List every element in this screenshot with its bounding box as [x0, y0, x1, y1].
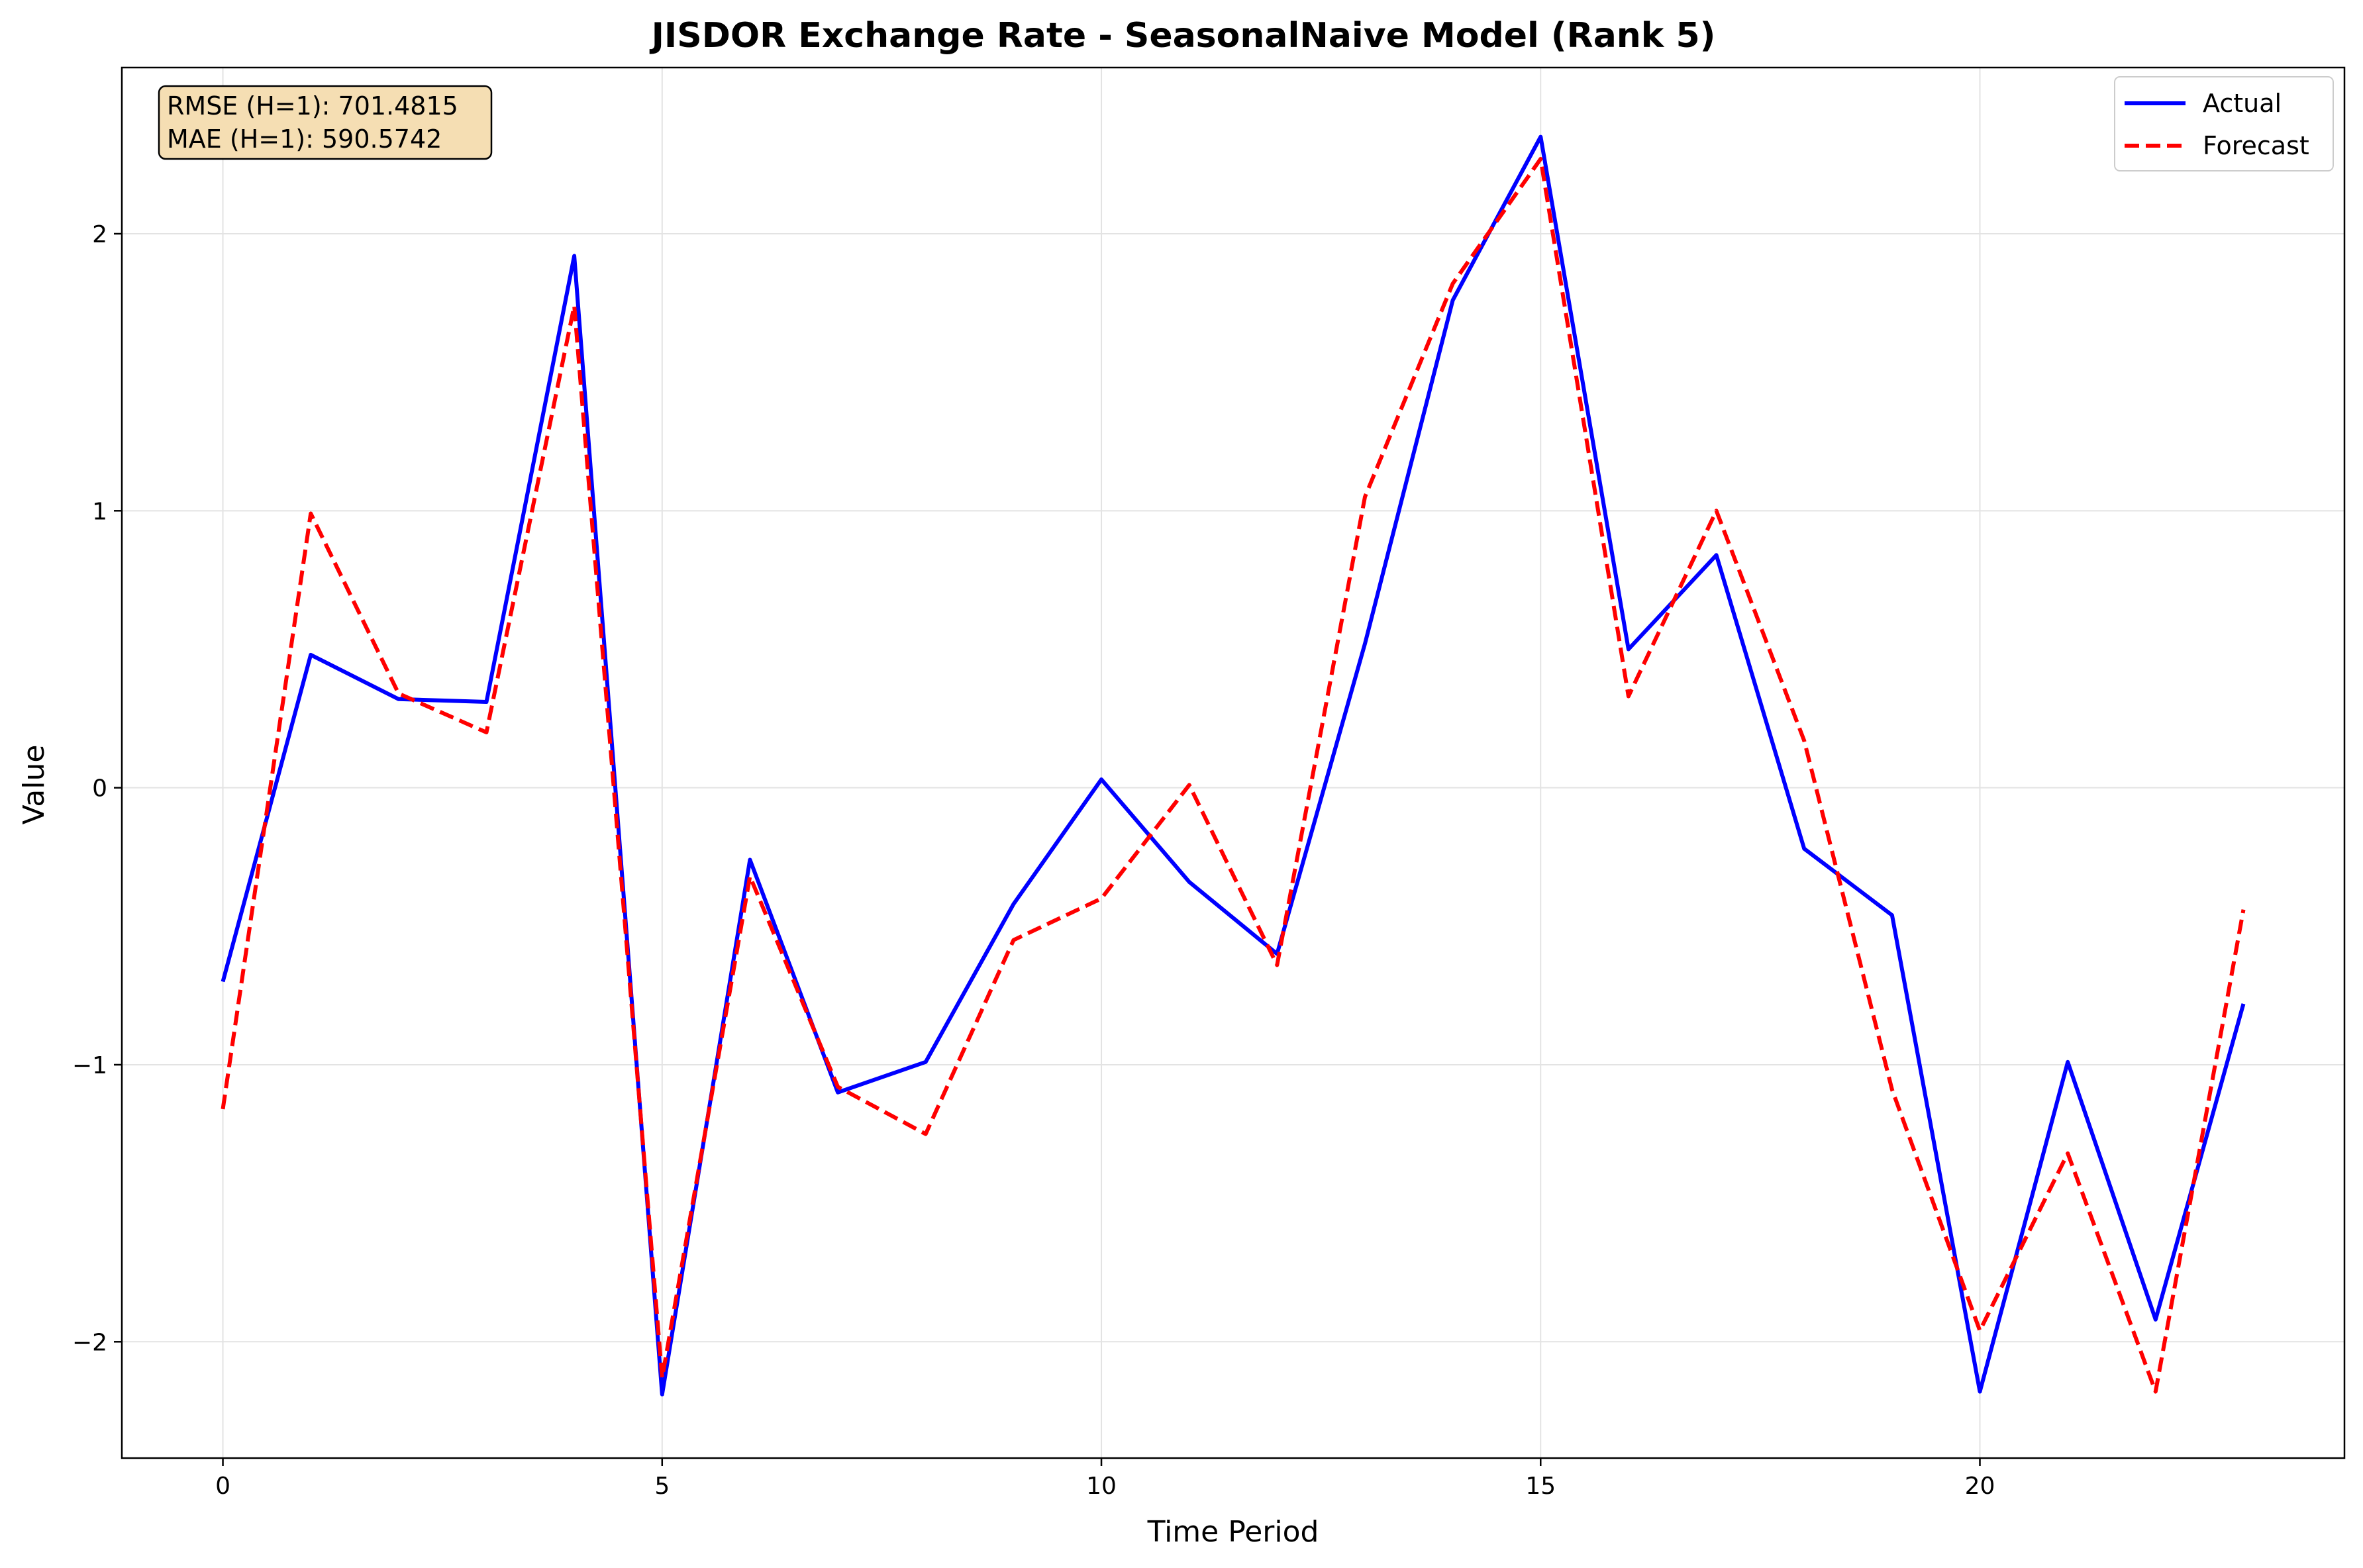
metrics-box-background	[158, 85, 493, 160]
y-tick-label: −1	[72, 1052, 107, 1079]
rmse-text: RMSE (H=1): 701.4815	[167, 91, 458, 121]
y-tick-label: −2	[72, 1329, 107, 1356]
plot-frame	[121, 66, 2346, 1459]
chart-title: JISDOR Exchange Rate - SeasonalNaive Mod…	[650, 16, 1716, 56]
x-tick-label: 5	[654, 1473, 670, 1500]
x-tick-label: 15	[1525, 1473, 1556, 1500]
grid	[122, 68, 2344, 1458]
ticks: 0 5 10 15 20 −2 −1 0 1 2	[72, 221, 1995, 1500]
x-axis-label: Time Period	[1147, 1515, 1319, 1549]
y-axis-label: Value	[17, 745, 51, 825]
x-tick-label: 20	[1965, 1473, 1995, 1500]
y-tick-label: 1	[92, 498, 107, 525]
series-layer	[221, 134, 2246, 1396]
series-line-forecast	[221, 157, 2246, 1394]
metrics-box: RMSE (H=1): 701.4815 MAE (H=1): 590.5742	[158, 85, 493, 160]
y-tick-label: 0	[92, 775, 107, 803]
x-tick-label: 10	[1086, 1473, 1117, 1500]
mae-text: MAE (H=1): 590.5742	[167, 124, 442, 154]
series-line-actual	[221, 134, 2246, 1396]
x-tick-label: 0	[215, 1473, 230, 1500]
legend: Actual Forecast	[2114, 76, 2334, 172]
legend-label-actual: Actual	[2203, 89, 2282, 118]
y-tick-label: 2	[92, 221, 107, 248]
legend-label-forecast: Forecast	[2203, 131, 2309, 160]
